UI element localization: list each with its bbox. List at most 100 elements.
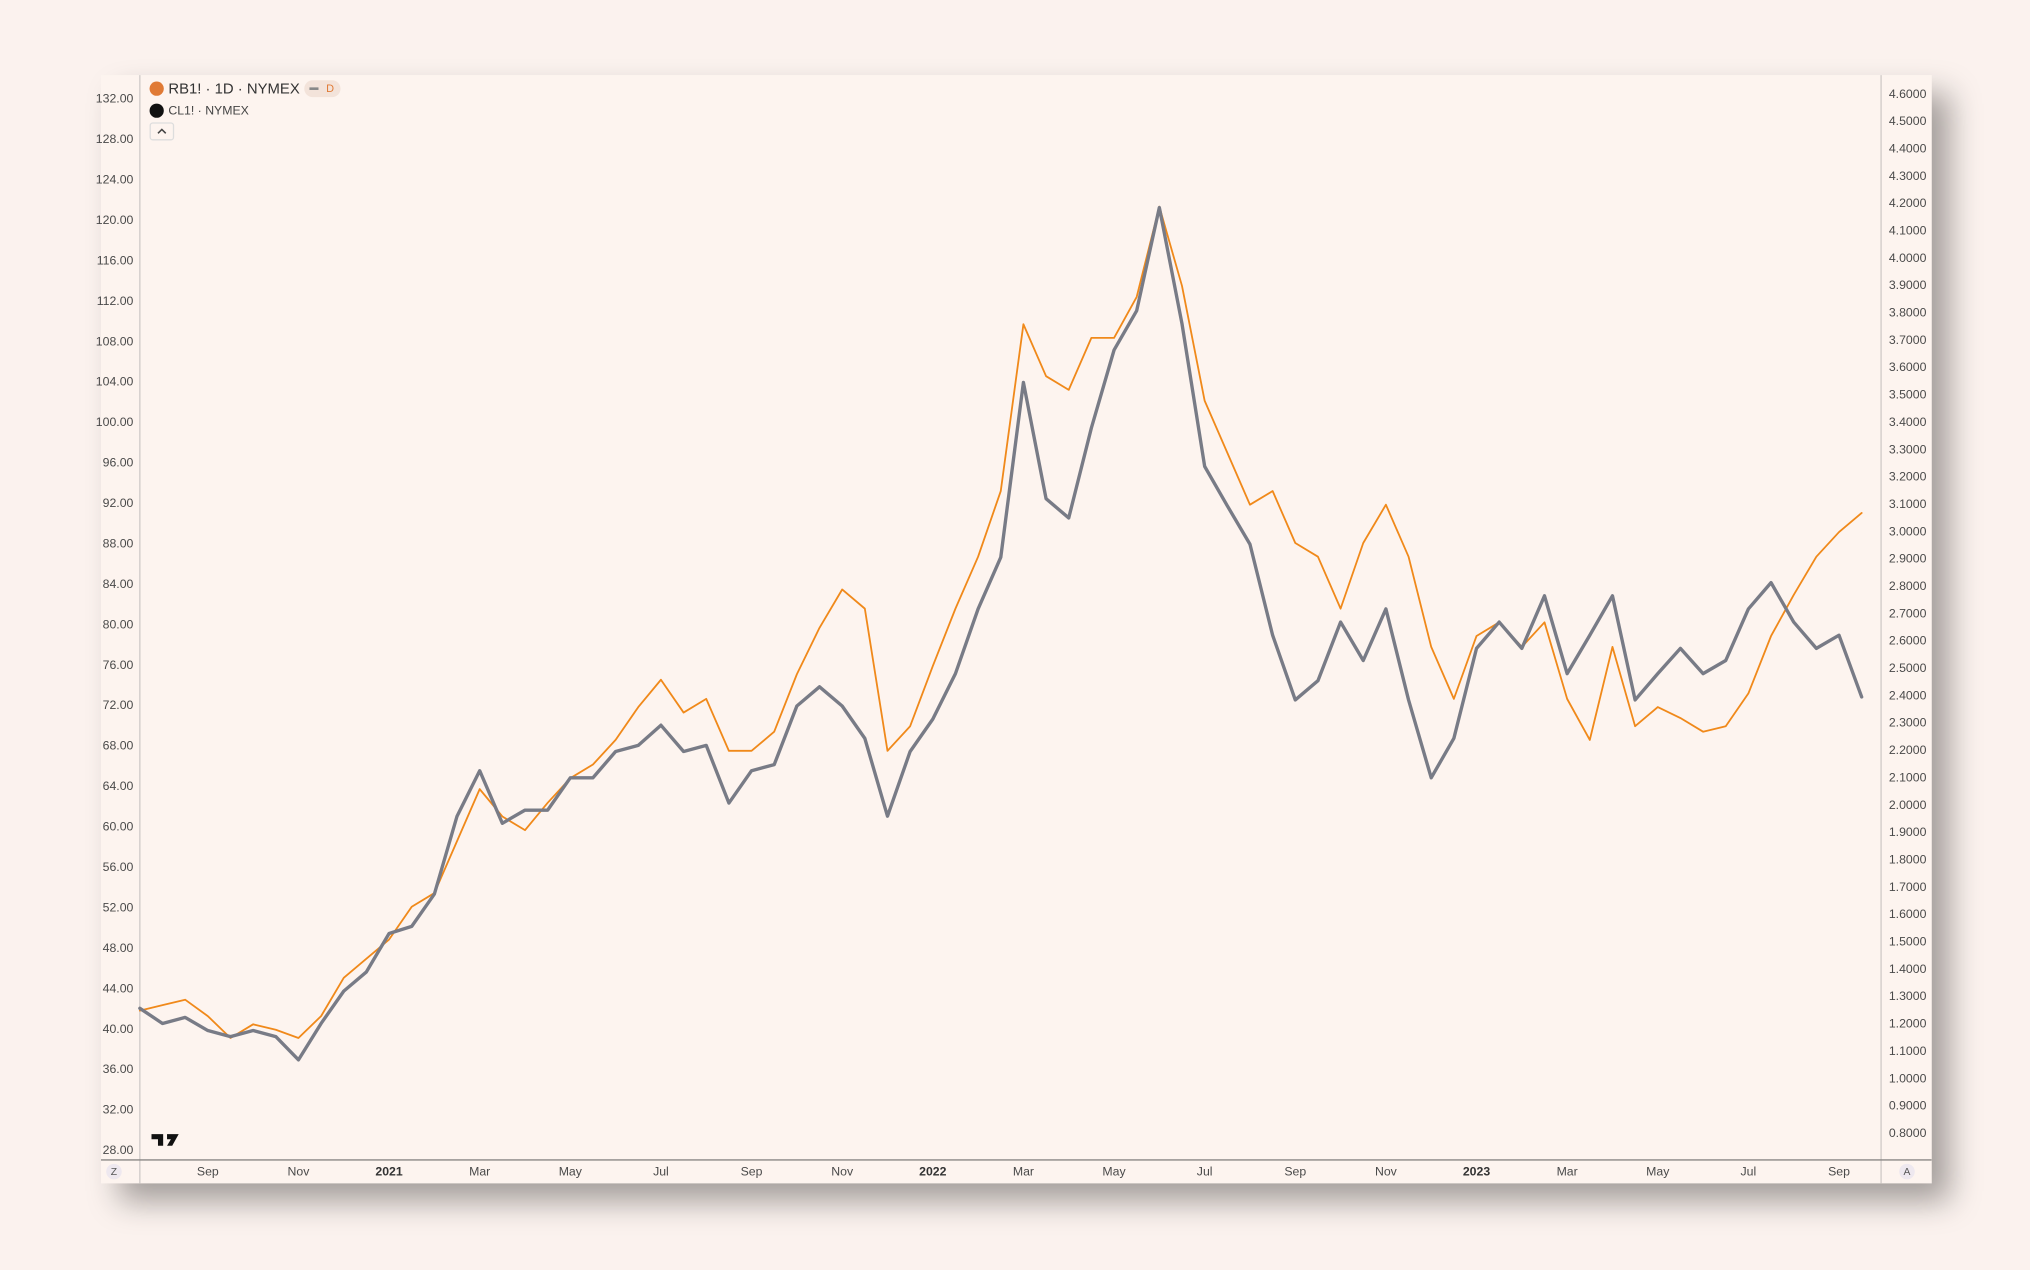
- y2-tick-label: 4.5000: [1889, 114, 1927, 128]
- y-tick-label: 60.00: [103, 820, 134, 834]
- y2-tick-label: 2.9000: [1889, 552, 1927, 566]
- x-tick-label: Sep: [741, 1165, 763, 1179]
- x-tick-label: Jul: [1197, 1165, 1213, 1179]
- y2-tick-label: 3.8000: [1889, 306, 1927, 320]
- x-tick-label: Nov: [288, 1165, 311, 1179]
- y-tick-label: 116.00: [97, 253, 134, 267]
- y2-tick-label: 3.6000: [1889, 360, 1927, 374]
- y2-tick-label: 2.1000: [1889, 770, 1927, 784]
- y2-tick-label: 1.3000: [1889, 989, 1927, 1003]
- y-tick-label: 84.00: [103, 577, 134, 591]
- y2-tick-label: 3.3000: [1889, 442, 1927, 456]
- y2-tick-label: 2.0000: [1889, 798, 1927, 812]
- x-tick-label: Mar: [1557, 1165, 1578, 1179]
- y2-tick-label: 1.1000: [1889, 1044, 1927, 1058]
- y-tick-label: 64.00: [103, 779, 134, 793]
- y-tick-label: 80.00: [103, 617, 134, 631]
- y-tick-label: 124.00: [96, 172, 134, 186]
- y2-tick-label: 2.2000: [1889, 743, 1927, 757]
- scale-button-label: A: [1904, 1167, 1911, 1178]
- y2-tick-label: 2.6000: [1889, 634, 1927, 648]
- y2-tick-label: 3.9000: [1889, 278, 1927, 292]
- legend-entry: RB1! · 1D · NYMEX: [168, 81, 299, 97]
- y-tick-label: 104.00: [96, 375, 134, 389]
- y2-tick-label: 4.0000: [1889, 251, 1927, 265]
- y-tick-label: 72.00: [103, 698, 134, 712]
- y-tick-label: 96.00: [103, 456, 134, 470]
- interval-badge-label: D: [326, 83, 334, 95]
- y2-tick-label: 2.7000: [1889, 606, 1927, 620]
- y-tick-label: 92.00: [103, 496, 134, 510]
- x-tick-label: 2022: [919, 1165, 946, 1179]
- y2-tick-label: 1.5000: [1889, 935, 1927, 949]
- y-tick-label: 40.00: [103, 1022, 134, 1036]
- y-tick-label: 112.00: [97, 294, 134, 308]
- y2-tick-label: 4.6000: [1889, 87, 1927, 101]
- y2-tick-label: 4.4000: [1889, 141, 1927, 155]
- series-line: [138, 205, 1864, 1062]
- chart-panel: [101, 75, 1932, 1184]
- y2-tick-label: 1.9000: [1889, 825, 1927, 839]
- x-tick-label: Jul: [653, 1165, 669, 1179]
- plot-area: [138, 205, 1864, 1062]
- y2-tick-label: 1.8000: [1889, 852, 1927, 866]
- y2-tick-label: 1.6000: [1889, 907, 1927, 921]
- legend-entry: CL1! · NYMEX: [168, 104, 249, 118]
- y-tick-label: 32.00: [103, 1103, 134, 1117]
- collapse-button[interactable]: [149, 122, 175, 141]
- x-tick-label: May: [1102, 1165, 1126, 1179]
- y-tick-label: 108.00: [96, 334, 134, 348]
- y-tick-label: 56.00: [103, 860, 134, 874]
- y2-tick-label: 2.4000: [1889, 688, 1927, 702]
- y2-tick-label: 3.1000: [1889, 497, 1927, 511]
- collapse-icon: [157, 128, 167, 134]
- y2-tick-label: 0.8000: [1889, 1126, 1927, 1140]
- x-tick-label: Nov: [831, 1165, 854, 1179]
- badge-dash: [309, 87, 319, 90]
- y-tick-label: 88.00: [103, 536, 134, 550]
- x-tick-label: 2023: [1463, 1165, 1490, 1179]
- series-icon: [149, 81, 164, 96]
- y2-tick-label: 2.3000: [1889, 716, 1927, 730]
- y2-tick-label: 4.3000: [1889, 169, 1927, 183]
- y-tick-label: 100.00: [96, 415, 134, 429]
- x-tick-label: May: [559, 1165, 583, 1179]
- y-tick-label: 76.00: [103, 658, 134, 672]
- y-tick-label: 48.00: [103, 941, 134, 955]
- y-tick-label: 44.00: [103, 981, 134, 995]
- scale-button[interactable]: [1899, 1163, 1915, 1180]
- x-tick-label: Sep: [1828, 1165, 1850, 1179]
- y-tick-label: 28.00: [103, 1143, 134, 1157]
- y2-tick-label: 3.7000: [1889, 333, 1927, 347]
- x-tick-label: Jul: [1741, 1165, 1757, 1179]
- x-tick-label: Nov: [1375, 1165, 1398, 1179]
- y2-tick-label: 1.2000: [1889, 1017, 1927, 1031]
- y-tick-label: 68.00: [103, 739, 134, 753]
- y-tick-label: 36.00: [103, 1062, 134, 1076]
- y2-tick-label: 1.0000: [1889, 1071, 1927, 1085]
- x-tick-label: Mar: [1013, 1165, 1034, 1179]
- y2-tick-label: 3.5000: [1889, 388, 1927, 402]
- x-tick-label: Mar: [469, 1165, 490, 1179]
- y2-tick-label: 2.5000: [1889, 661, 1927, 675]
- x-tick-label: Sep: [197, 1165, 219, 1179]
- scale-button-label: Z: [111, 1167, 117, 1178]
- y-tick-label: 52.00: [103, 900, 134, 914]
- scale-button[interactable]: [106, 1163, 122, 1180]
- x-tick-label: Sep: [1284, 1165, 1306, 1179]
- y2-tick-label: 1.7000: [1889, 880, 1927, 894]
- y2-tick-label: 3.2000: [1889, 470, 1927, 484]
- interval-badge[interactable]: [304, 80, 341, 98]
- logo: [151, 1134, 179, 1146]
- y2-tick-label: 3.0000: [1889, 524, 1927, 538]
- y2-tick-label: 4.1000: [1889, 223, 1927, 237]
- y-tick-label: 128.00: [96, 132, 134, 146]
- series-line: [138, 205, 1863, 1039]
- y2-tick-label: 1.4000: [1889, 962, 1927, 976]
- y2-tick-label: 2.8000: [1889, 579, 1927, 593]
- y2-tick-label: 4.2000: [1889, 196, 1927, 210]
- y-tick-label: 120.00: [96, 213, 134, 227]
- y2-tick-label: 0.9000: [1889, 1099, 1927, 1113]
